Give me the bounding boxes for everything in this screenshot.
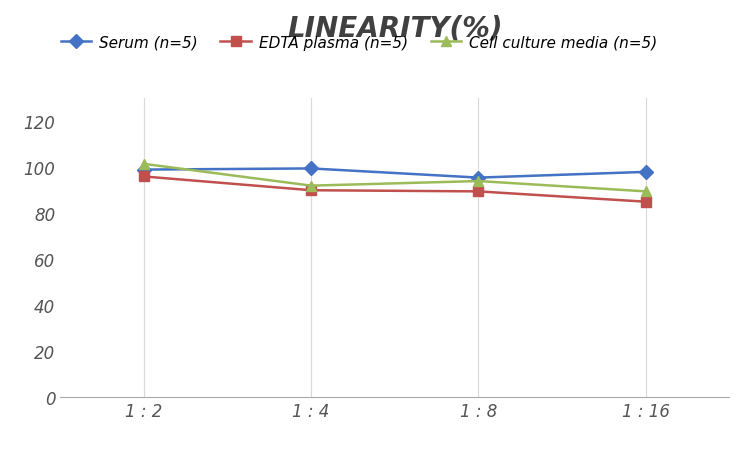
Line: Serum (n=5): Serum (n=5): [139, 164, 650, 183]
Cell culture media (n=5): [139, 162, 148, 167]
Line: EDTA plasma (n=5): EDTA plasma (n=5): [139, 172, 650, 207]
Serum (n=5): [474, 175, 483, 181]
Serum (n=5): [139, 167, 148, 173]
Title: LINEARITY(%): LINEARITY(%): [287, 15, 502, 43]
Line: Cell culture media (n=5): Cell culture media (n=5): [139, 160, 650, 197]
EDTA plasma (n=5): [139, 175, 148, 180]
Cell culture media (n=5): [641, 189, 650, 195]
EDTA plasma (n=5): [474, 189, 483, 195]
Cell culture media (n=5): [474, 179, 483, 184]
Serum (n=5): [641, 170, 650, 175]
Cell culture media (n=5): [307, 184, 316, 189]
EDTA plasma (n=5): [641, 199, 650, 205]
Legend: Serum (n=5), EDTA plasma (n=5), Cell culture media (n=5): Serum (n=5), EDTA plasma (n=5), Cell cul…: [54, 29, 663, 57]
Serum (n=5): [307, 166, 316, 172]
EDTA plasma (n=5): [307, 188, 316, 193]
